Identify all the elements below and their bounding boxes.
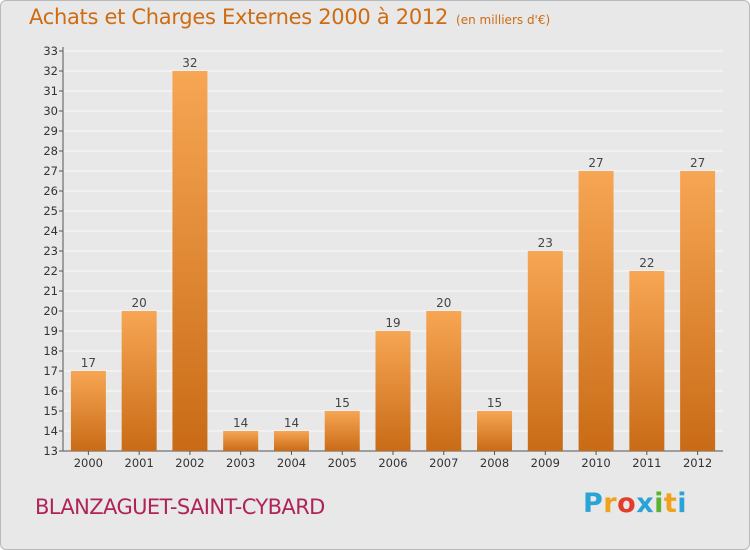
x-tick-label-2001: 2001 <box>125 456 154 470</box>
logo-letter: i <box>677 488 688 519</box>
value-label-2003: 14 <box>233 416 248 430</box>
logo-letter: t <box>663 488 678 519</box>
bar-2011 <box>629 271 665 451</box>
logo-letter: P <box>583 488 604 519</box>
value-label-2010: 27 <box>588 156 603 170</box>
bar-2010 <box>578 171 614 451</box>
value-label-2011: 22 <box>639 256 654 270</box>
x-tick-label-2009: 2009 <box>531 456 560 470</box>
y-tick-label: 15 <box>43 404 58 418</box>
y-tick-label: 24 <box>43 224 58 238</box>
x-tick-labels: 2000 2001 2002 2003 2004 2005 2006 2007 2008 2009… <box>74 456 713 470</box>
y-tick-label: 30 <box>43 104 58 118</box>
bar-2009 <box>527 251 563 451</box>
y-tick-label: 18 <box>43 344 58 358</box>
y-tick-label: 26 <box>43 184 58 198</box>
x-tick-label-2011: 2011 <box>632 456 661 470</box>
bar-2007 <box>426 311 462 451</box>
value-label-2007: 20 <box>436 296 451 310</box>
value-label-2000: 17 <box>81 356 96 370</box>
x-tick-label-2002: 2002 <box>175 456 204 470</box>
y-tick-label: 13 <box>43 444 58 458</box>
y-tick-label: 27 <box>43 164 58 178</box>
bar-2006 <box>375 331 411 451</box>
y-tick-label: 33 <box>43 44 58 58</box>
place-name: BLANZAGUET-SAINT-CYBARD <box>35 495 325 519</box>
x-tick-label-2006: 2006 <box>378 456 407 470</box>
bar-2003 <box>223 431 259 451</box>
y-tick-label: 31 <box>43 84 58 98</box>
y-tick-label: 22 <box>43 264 58 278</box>
value-label-2006: 19 <box>385 316 400 330</box>
y-tick-label: 14 <box>43 424 58 438</box>
chart-unit: (en milliers d'€) <box>456 13 551 27</box>
x-tick-label-2005: 2005 <box>328 456 357 470</box>
y-tick-label: 20 <box>43 304 58 318</box>
y-tick-label: 23 <box>43 244 58 258</box>
value-label-2004: 14 <box>284 416 299 430</box>
proxiti-logo: Proxiti <box>583 488 687 519</box>
x-tick-label-2012: 2012 <box>683 456 712 470</box>
y-tick-label: 16 <box>43 384 58 398</box>
bar-2005 <box>324 411 360 451</box>
value-label-2005: 15 <box>335 396 350 410</box>
logo-letter: r <box>603 488 618 519</box>
value-label-2012: 27 <box>690 156 705 170</box>
x-tick-label-2003: 2003 <box>226 456 255 470</box>
bar-2000 <box>70 371 106 451</box>
bar-2001 <box>121 311 157 451</box>
x-tick-label-2000: 2000 <box>74 456 103 470</box>
logo-letter: o <box>617 488 637 519</box>
y-tick-label: 21 <box>43 284 58 298</box>
x-tick-label-2008: 2008 <box>480 456 509 470</box>
value-label-2008: 15 <box>487 396 502 410</box>
x-tick-label-2010: 2010 <box>581 456 610 470</box>
bar-2008 <box>477 411 513 451</box>
y-tick-label: 28 <box>43 144 58 158</box>
y-tick-labels: 13 14 15 16 17 18 19 20 21 22 23 24 25 26 27 28 29 30 31 32… <box>43 44 58 458</box>
value-labels: 17 20 32 14 14 15 19 20 15 23 27 22 27 <box>81 56 706 430</box>
chart-title: Achats et Charges Externes 2000 à 2012 (e… <box>29 5 550 29</box>
y-tick-label: 32 <box>43 64 58 78</box>
x-tick-label-2007: 2007 <box>429 456 458 470</box>
value-label-2001: 20 <box>132 296 147 310</box>
y-tick-label: 17 <box>43 364 58 378</box>
logo-letter: x <box>636 488 655 519</box>
bar-2002 <box>172 71 208 451</box>
bar-2004 <box>273 431 309 451</box>
x-tick-label-2004: 2004 <box>277 456 306 470</box>
y-tick-label: 25 <box>43 204 58 218</box>
value-label-2009: 23 <box>538 236 553 250</box>
bar-2012 <box>680 171 716 451</box>
y-tick-label: 19 <box>43 324 58 338</box>
value-label-2002: 32 <box>182 56 197 70</box>
chart-title-text: Achats et Charges Externes 2000 à 2012 <box>29 5 449 29</box>
logo-letter: i <box>654 488 664 519</box>
bars <box>70 71 716 451</box>
y-tick-label: 29 <box>43 124 58 138</box>
